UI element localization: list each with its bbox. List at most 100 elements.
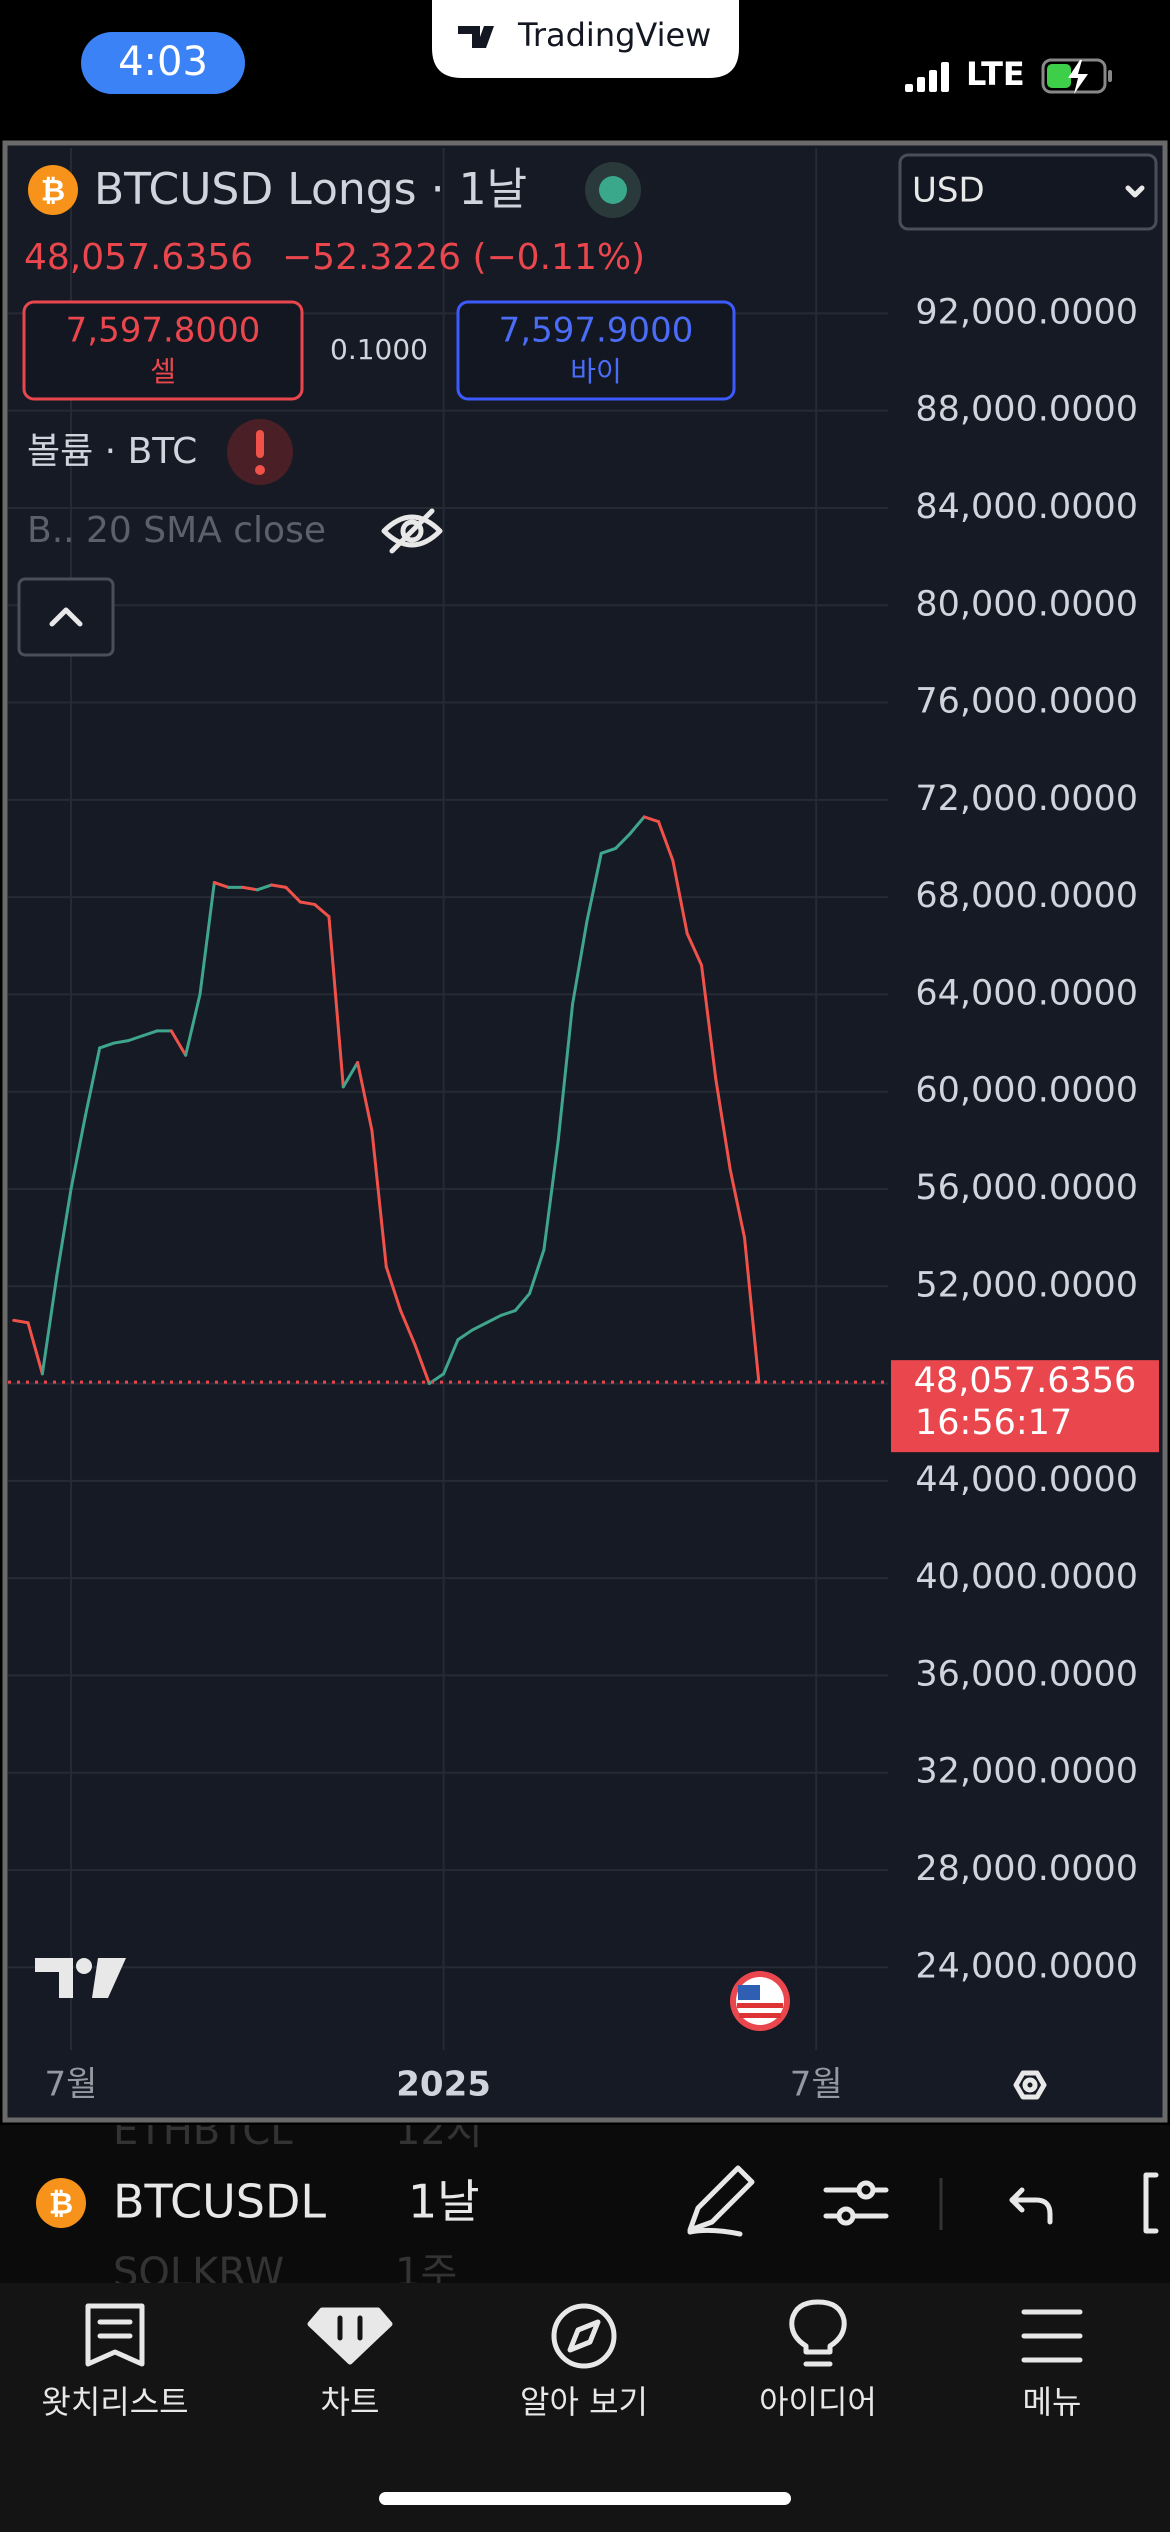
toolbar-interval[interactable]: 1날 <box>408 2175 480 2229</box>
buy-button[interactable] <box>456 300 736 401</box>
dropdown-arrow <box>1125 185 1145 198</box>
y-tick-label: 80,000.0000 <box>915 584 1138 624</box>
y-tick-label: 24,000.0000 <box>915 1946 1138 1986</box>
toolbar-symbol[interactable]: BTCUSDL <box>113 2175 326 2229</box>
price-segment <box>384 1265 403 1313</box>
settings-icon[interactable] <box>1013 2070 1047 2100</box>
nav-icon-explore[interactable] <box>551 2303 617 2369</box>
price-change: −52.3226 (−0.11%) <box>282 237 645 278</box>
price-segment <box>542 1138 560 1252</box>
price-segment <box>513 1292 532 1313</box>
signal <box>905 62 949 92</box>
nav-label[interactable]: 아이디어 <box>759 2383 877 2421</box>
fullscreen-icon[interactable] <box>1143 2172 1159 2234</box>
price-segment <box>112 1039 130 1045</box>
price-segment <box>485 1313 503 1325</box>
time: 4:03 <box>118 39 208 85</box>
sell-label: 셀 <box>150 355 176 388</box>
draw-icon[interactable] <box>687 2165 755 2237</box>
price-segment <box>298 900 317 906</box>
nav-label[interactable]: 알아 보기 <box>520 2383 648 2421</box>
price-segment <box>743 1236 761 1384</box>
y-tick-label: 76,000.0000 <box>915 682 1138 722</box>
y-tick-label: 40,000.0000 <box>915 1557 1138 1597</box>
currency: USD <box>912 171 985 211</box>
spread: 0.1000 <box>330 333 428 366</box>
nav-icon-watchlist[interactable] <box>85 2303 145 2367</box>
price-segment <box>184 992 202 1057</box>
plot-area: 24,000.0000 28,000.0000 32,000.0000 36,000.… <box>8 148 1159 2105</box>
currency-select[interactable] <box>898 153 1158 231</box>
price-segment <box>642 815 661 824</box>
price-segment <box>399 1309 417 1347</box>
collapse-button[interactable] <box>17 577 115 657</box>
symbol-title: BTCUSD Longs · 1날 <box>94 164 527 215</box>
undo-icon[interactable] <box>1009 2187 1053 2225</box>
app-tab[interactable] <box>432 0 739 78</box>
price-segment <box>614 832 632 850</box>
y-tick-label: 92,000.0000 <box>915 292 1138 332</box>
price: 48,057.6356 <box>24 237 253 278</box>
price-segment <box>671 859 689 936</box>
price-segment <box>685 932 704 967</box>
y-tick-label: 64,000.0000 <box>915 973 1138 1013</box>
sell-button[interactable] <box>22 300 304 401</box>
market-status-dot <box>599 176 627 204</box>
price-segment <box>126 1034 145 1043</box>
buy-price: 7,597.9000 <box>499 311 694 351</box>
y-tick-label: 52,000.0000 <box>915 1265 1138 1305</box>
chevron-up <box>49 607 83 627</box>
nav-label[interactable]: 왓치리스트 <box>41 2383 188 2421</box>
nav-icon-menu[interactable] <box>1021 2309 1083 2363</box>
price-segment <box>169 1029 188 1057</box>
price-segment <box>241 885 259 892</box>
price-segment <box>341 1061 360 1089</box>
price-segment <box>141 1029 159 1038</box>
hidden-icon[interactable] <box>381 508 443 554</box>
price-segment <box>528 1248 546 1296</box>
symbol-list-behind: ETHBTCL 12시 SOLKRW 1주 <box>113 2108 483 2296</box>
x-tick-label: 7월 <box>790 2065 843 2105</box>
price-segment <box>556 1002 575 1142</box>
price-segment <box>370 1129 388 1269</box>
price-segment <box>12 1318 30 1325</box>
chart-frame <box>2 140 1168 2123</box>
y-tick-label: 32,000.0000 <box>915 1752 1138 1792</box>
buy-label: 바이 <box>570 355 622 388</box>
price-segment <box>98 1041 116 1050</box>
price-segment <box>700 963 718 1082</box>
price-segment <box>327 915 345 1089</box>
price-segment <box>255 883 274 892</box>
y-tick-label: 72,000.0000 <box>915 779 1138 819</box>
price-segment <box>499 1309 517 1317</box>
price-segment <box>284 885 302 904</box>
indicator-label: B.. 20 SMA close <box>27 510 326 551</box>
x-tick-label: 7월 <box>45 2065 98 2105</box>
btc-icon <box>36 2178 86 2228</box>
price-segment <box>270 883 288 889</box>
price-segment <box>571 919 589 1006</box>
tv-mini-logo <box>458 26 494 48</box>
nav-label[interactable]: 메뉴 <box>1023 2383 1082 2421</box>
behind-interval: 12시 <box>395 2108 483 2154</box>
price-segment <box>212 881 231 889</box>
nav-icon-chart[interactable] <box>307 2307 393 2365</box>
nav-icon-ideas[interactable] <box>789 2299 847 2367</box>
price-segment <box>657 820 675 863</box>
indicators-icon[interactable] <box>823 2180 889 2226</box>
volume-label: 볼륨 · BTC <box>27 431 197 472</box>
behind-symbol: SOLKRW <box>113 2250 284 2296</box>
network: LTE <box>966 55 1025 93</box>
btc-icon <box>28 165 78 215</box>
nav-label[interactable]: 차트 <box>321 2383 380 2421</box>
last-price-box <box>891 1360 1159 1453</box>
tv-logo <box>35 1958 126 1998</box>
countdown: 16:56:17 <box>915 1403 1072 1443</box>
price-segment <box>470 1321 489 1332</box>
app-name: TradingView <box>517 16 711 54</box>
y-tick-label: 44,000.0000 <box>915 1460 1138 1500</box>
btc-icon-glyph: ₿ <box>41 174 65 209</box>
